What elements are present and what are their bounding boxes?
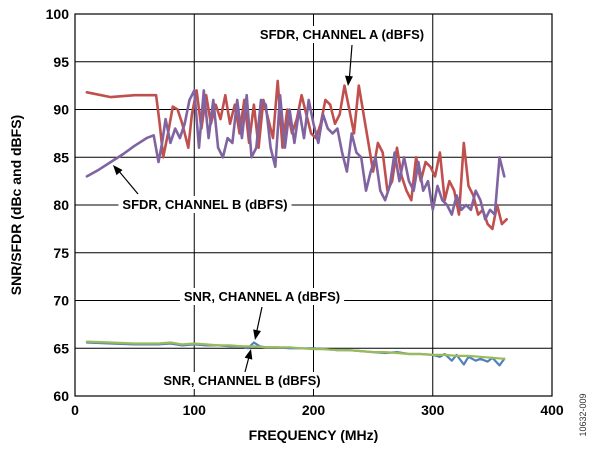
annotation-leader [117,169,139,195]
series-sfdr-b [85,89,506,221]
series-snr-b [85,340,506,360]
annotation-arrowhead [244,349,253,360]
annotation-arrowhead [253,329,261,340]
annotation-sfdr-b: SFDR, CHANNEL B (dBFS) [122,197,287,212]
x-tick-labels: 0 100 200 300 400 [71,402,564,418]
annotation-background [179,288,345,305]
y-tick-label: 70 [53,293,69,309]
y-tick-label: 90 [53,102,69,118]
x-tick-label: 200 [302,402,326,418]
annotation-snr-a: SNR, CHANNEL A (dBFS) [184,289,340,304]
y-tick-label: 80 [53,197,69,213]
y-tick-label: 85 [53,149,69,165]
x-tick-label: 100 [183,402,207,418]
y-axis-label: SNR/SFDR (dBc and dBFS) [8,115,24,295]
annotation-background [118,196,292,213]
annotation-background [255,26,429,43]
annotations: SFDR, CHANNEL A (dBFS) SFDR, CHANNEL B (d… [113,26,429,389]
x-tick-label: 300 [421,402,445,418]
annotation-background [159,372,325,389]
plot-frame [74,13,553,397]
y-tick-label: 100 [46,6,70,22]
annotation-sfdr-a: SFDR, CHANNEL A (dBFS) [260,27,424,42]
x-tick-label: 400 [540,402,564,418]
y-tick-label: 65 [53,340,69,356]
annotation-snr-b: SNR, CHANNEL B (dBFS) [163,373,320,388]
y-tick-label: 75 [53,245,69,261]
figure-id: 10632-009 [578,393,588,436]
y-tick-label: 95 [53,54,69,70]
series-layer [85,79,509,367]
x-axis-label: FREQUENCY (MHz) [249,427,379,443]
y-tick-labels: 60 65 70 75 80 85 90 95 100 [46,6,70,404]
y-tick-label: 60 [53,388,69,404]
x-tick-label: 0 [71,402,79,418]
annotation-arrowhead [344,75,353,86]
annotation-arrowhead [113,165,123,176]
